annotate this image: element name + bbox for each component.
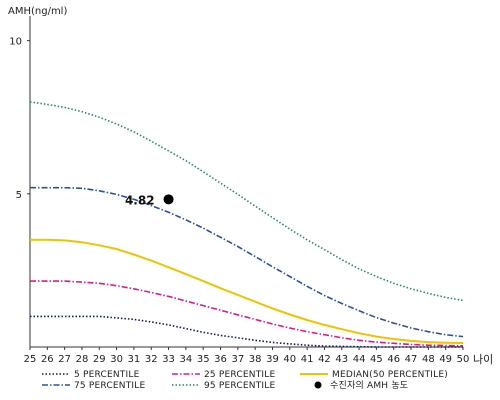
x-tick-label: 46 [387, 354, 400, 365]
x-tick-label: 31 [128, 354, 141, 365]
x-tick-label: 48 [422, 354, 435, 365]
x-tick-label: 30 [110, 354, 123, 365]
legend-label-1: 25 PERCENTILE [204, 370, 276, 380]
x-tick-label: 49 [439, 354, 452, 365]
series-line-0 [30, 315, 463, 348]
y-axis-label: AMH(ng/ml) [8, 6, 67, 17]
x-tick-label: 33 [162, 354, 175, 365]
y-tick-label: 5 [16, 190, 22, 201]
x-axis-label: 나이 [473, 353, 493, 366]
legend-label-3: 75 PERCENTILE [74, 381, 146, 391]
series-line-4 [29, 101, 464, 302]
series-line-2 [30, 238, 464, 344]
axes: 25 26 27 28 29 30 31 32 33 34 35 36 37 38 39 40 41 42 43 44… [9, 16, 469, 365]
x-tick-label: 26 [41, 354, 54, 365]
legend-point-marker [314, 381, 322, 389]
point-layer: 4.82 [125, 193, 174, 207]
x-tick-label: 32 [145, 354, 158, 365]
x-tick-label: 25 [24, 354, 37, 365]
x-tick-label: 29 [93, 354, 106, 365]
x-tick-label: 41 [301, 354, 314, 365]
x-tick-label: 40 [283, 354, 296, 365]
y-tick-label: 10 [9, 37, 22, 48]
x-tick-label: 47 [405, 354, 418, 365]
x-tick-label: 39 [266, 354, 279, 365]
patient-amh-value-label: 4.82 [125, 193, 155, 207]
series-layer [29, 101, 464, 348]
x-tick-label: 38 [249, 354, 262, 365]
x-tick-label: 45 [370, 354, 383, 365]
legend-label-2: MEDIAN(50 PERCENTILE) [332, 370, 448, 380]
legend-label-4: 95 PERCENTILE [204, 381, 276, 391]
x-tick-label: 28 [76, 354, 89, 365]
x-tick-label: 34 [180, 354, 193, 365]
x-tick-label: 44 [353, 354, 366, 365]
x-tick-label: 37 [231, 354, 244, 365]
legend-point-label: 수진자의 AMH 농도 [330, 380, 408, 391]
x-tick-label: 50 [457, 354, 470, 365]
x-tick-label: 43 [335, 354, 348, 365]
x-tick-label: 42 [318, 354, 331, 365]
legend: 5 PERCENTILE 25 PERCENTILE MEDIAN(50 PERCE… [42, 370, 448, 391]
x-tick-label: 27 [58, 354, 71, 365]
series-line-1 [30, 280, 464, 347]
patient-amh-point [163, 194, 174, 205]
series-line-3 [30, 186, 464, 338]
legend-label-0: 5 PERCENTILE [74, 370, 140, 380]
x-tick-label: 36 [214, 354, 227, 365]
x-tick-label: 35 [197, 354, 210, 365]
